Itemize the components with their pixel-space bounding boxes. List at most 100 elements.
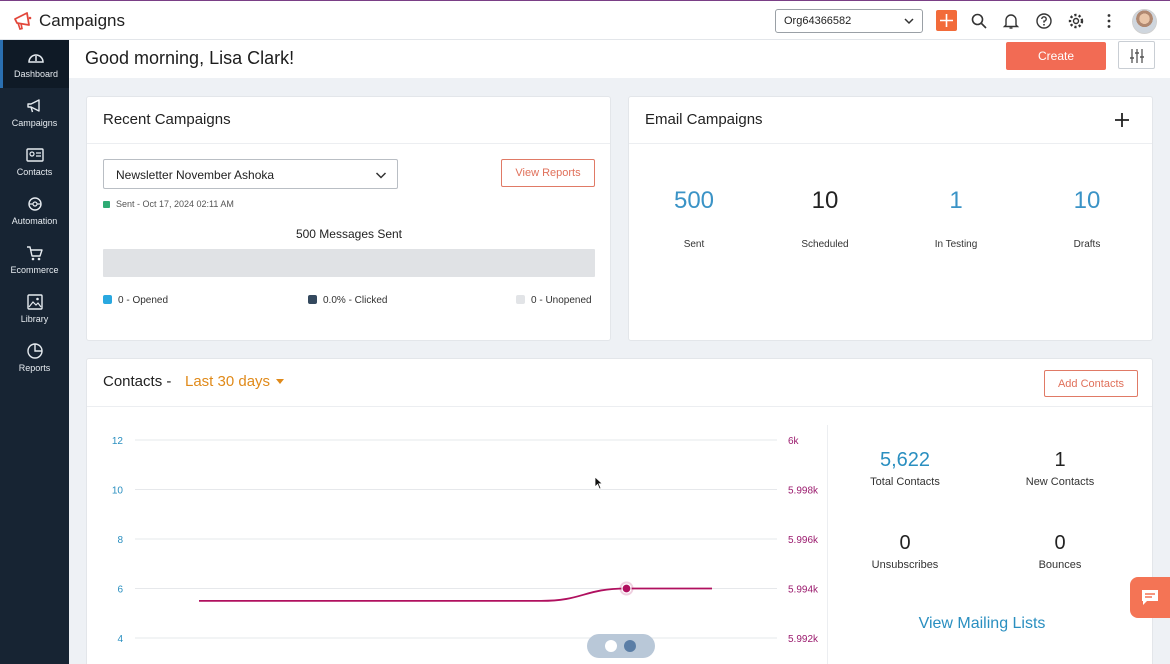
campaign-select-value: Newsletter November Ashoka	[116, 168, 275, 182]
stat-label: Total Contacts	[870, 476, 940, 488]
stat-new-contacts[interactable]: 1 New Contacts	[980, 449, 1140, 488]
divider	[827, 425, 828, 664]
legend-label: 0.0% - Clicked	[323, 295, 388, 306]
legend-swatch	[103, 295, 112, 304]
stat-value: 10	[811, 187, 839, 214]
contact-card-icon	[25, 148, 44, 162]
app-title: Campaigns	[39, 11, 125, 30]
view-reports-button[interactable]: View Reports	[501, 159, 595, 187]
chevron-down-icon	[904, 18, 914, 25]
chat-button[interactable]	[1130, 577, 1170, 618]
left-tick-label: 10	[112, 486, 124, 497]
recent-campaigns-title: Recent Campaigns	[103, 111, 231, 128]
org-select-value: Org64366582	[784, 15, 852, 27]
gauge-icon	[28, 54, 44, 63]
image-icon	[26, 294, 43, 310]
sidebar-item-contacts[interactable]: Contacts	[0, 138, 69, 186]
greeting-bar: Good morning, Lisa Clark! Create	[69, 40, 1170, 78]
date-range-value: Last 30 days	[185, 373, 271, 390]
mouse-cursor-icon	[594, 476, 604, 490]
carousel-pager[interactable]	[587, 634, 655, 658]
gear-icon[interactable]	[1067, 12, 1085, 30]
stat-value: 500	[673, 187, 715, 214]
top-bar: Campaigns Org64366582	[0, 0, 1170, 40]
divider	[629, 143, 1152, 144]
sidebar: Dashboard Campaigns Contacts Automation …	[0, 40, 69, 664]
more-vertical-icon[interactable]	[1100, 12, 1118, 30]
legend-label: 0 - Unopened	[531, 295, 592, 306]
legend-label: 0 - Opened	[118, 295, 169, 306]
stat-drafts[interactable]: 10 Drafts	[1027, 187, 1147, 250]
date-range-select[interactable]: Last 30 days	[185, 373, 285, 390]
pager-dot-active[interactable]	[624, 640, 636, 652]
plus-icon	[940, 14, 953, 27]
stat-scheduled[interactable]: 10 Scheduled	[765, 187, 885, 250]
stat-in-testing[interactable]: 1 In Testing	[896, 187, 1016, 250]
user-avatar[interactable]	[1132, 9, 1157, 34]
legend-unopened: 0 - Unopened	[516, 295, 592, 306]
megaphone-icon	[26, 99, 40, 113]
campaign-select[interactable]: Newsletter November Ashoka	[103, 159, 398, 189]
search-icon[interactable]	[970, 12, 988, 30]
email-campaigns-card: Email Campaigns 500 Sent 10 Scheduled 1 …	[628, 96, 1153, 341]
sidebar-item-campaigns[interactable]: Campaigns	[0, 89, 69, 137]
sent-status-text: Sent - Oct 17, 2024 02:11 AM	[116, 199, 234, 209]
automation-icon	[27, 197, 42, 211]
quick-add-button[interactable]	[936, 10, 957, 31]
legend-swatch	[308, 295, 317, 304]
bell-icon[interactable]	[1002, 12, 1020, 30]
stat-label: In Testing	[934, 239, 978, 250]
sidebar-item-label: Automation	[11, 216, 58, 226]
contacts-card: Contacts - Last 30 days Add Contacts 12 6…	[86, 358, 1153, 664]
left-tick-label: 6	[117, 585, 123, 596]
customize-dashboard-button[interactable]	[1118, 41, 1155, 69]
right-tick-label: 5.994k	[788, 585, 819, 596]
sidebar-item-dashboard[interactable]: Dashboard	[0, 40, 69, 88]
sent-status: Sent - Oct 17, 2024 02:11 AM	[103, 199, 234, 209]
create-button[interactable]: Create	[1006, 42, 1106, 70]
open-rate-bar	[103, 249, 595, 277]
stat-label: Drafts	[1073, 239, 1101, 250]
right-tick-label: 6k	[788, 436, 800, 447]
sidebar-item-label: Reports	[18, 363, 51, 373]
sidebar-item-library[interactable]: Library	[0, 285, 69, 333]
sidebar-item-label: Campaigns	[11, 118, 58, 128]
divider	[87, 406, 1152, 407]
cart-icon	[26, 246, 43, 261]
sidebar-item-label: Dashboard	[13, 69, 59, 79]
megaphone-logo-icon	[14, 12, 32, 30]
pager-dot[interactable]	[605, 640, 617, 652]
legend-clicked: 0.0% - Clicked	[308, 295, 387, 306]
add-contacts-button[interactable]: Add Contacts	[1044, 370, 1138, 397]
legend-swatch	[516, 295, 525, 304]
stat-value: 0	[1054, 532, 1066, 554]
sidebar-item-label: Library	[20, 314, 49, 324]
plus-icon[interactable]	[1115, 113, 1129, 127]
contacts-chart: 12 6k 10 5.998k 8 5.996k 6 5.994k 4 5.992k	[112, 436, 819, 645]
stat-value: 10	[1073, 187, 1101, 214]
divider	[87, 143, 610, 144]
messages-sent-label: 500 Messages Sent	[295, 227, 403, 241]
sidebar-item-reports[interactable]: Reports	[0, 334, 69, 382]
stat-bounces[interactable]: 0 Bounces	[980, 532, 1140, 571]
right-tick-label: 5.998k	[788, 486, 819, 497]
stat-sent[interactable]: 500 Sent	[634, 187, 754, 250]
help-icon[interactable]	[1035, 12, 1053, 30]
left-tick-label: 12	[112, 436, 124, 447]
view-mailing-lists-link[interactable]: View Mailing Lists	[918, 615, 1046, 632]
stat-value: 1	[949, 187, 963, 214]
legend-opened: 0 - Opened	[103, 295, 168, 306]
stat-total-contacts[interactable]: 5,622 Total Contacts	[825, 449, 985, 488]
stat-value: 0	[899, 532, 911, 554]
highlight-point	[621, 583, 632, 594]
right-tick-label: 5.996k	[788, 535, 819, 546]
sidebar-item-label: Contacts	[16, 167, 53, 177]
stat-label: Scheduled	[801, 239, 849, 250]
stat-label: Bounces	[1038, 559, 1082, 571]
sidebar-item-ecommerce[interactable]: Ecommerce	[0, 236, 69, 284]
contacts-series-line	[199, 587, 712, 602]
sidebar-item-automation[interactable]: Automation	[0, 187, 69, 235]
sliders-icon	[1130, 49, 1144, 63]
org-select[interactable]: Org64366582	[775, 9, 923, 33]
stat-unsubscribes[interactable]: 0 Unsubscribes	[825, 532, 985, 571]
